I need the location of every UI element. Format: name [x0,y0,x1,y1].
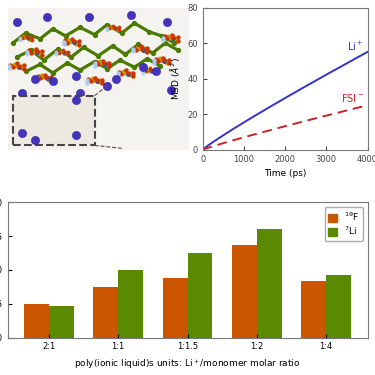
X-axis label: poly(ionic liquid)s units: Li$^+$/monomer molar ratio: poly(ionic liquid)s units: Li$^+$/monome… [74,357,301,370]
Bar [24,304,49,338]
Text: FSI$^-$: FSI$^-$ [341,92,364,104]
FancyBboxPatch shape [8,8,189,150]
Legend: $^{19}$F, $^{7}$Li: $^{19}$F, $^{7}$Li [324,207,363,241]
Bar [232,245,257,338]
Text: Li$^+$: Li$^+$ [347,40,363,53]
Bar [188,253,213,338]
X-axis label: Time (ps): Time (ps) [264,169,306,178]
Y-axis label: MSD ($\AA^2$): MSD ($\AA^2$) [168,57,182,100]
Bar [257,229,282,338]
FancyBboxPatch shape [13,96,94,146]
Bar [301,281,326,338]
Bar [326,275,351,338]
Bar [162,278,188,338]
Bar [49,306,74,338]
Bar [93,287,118,338]
Bar [118,270,143,338]
